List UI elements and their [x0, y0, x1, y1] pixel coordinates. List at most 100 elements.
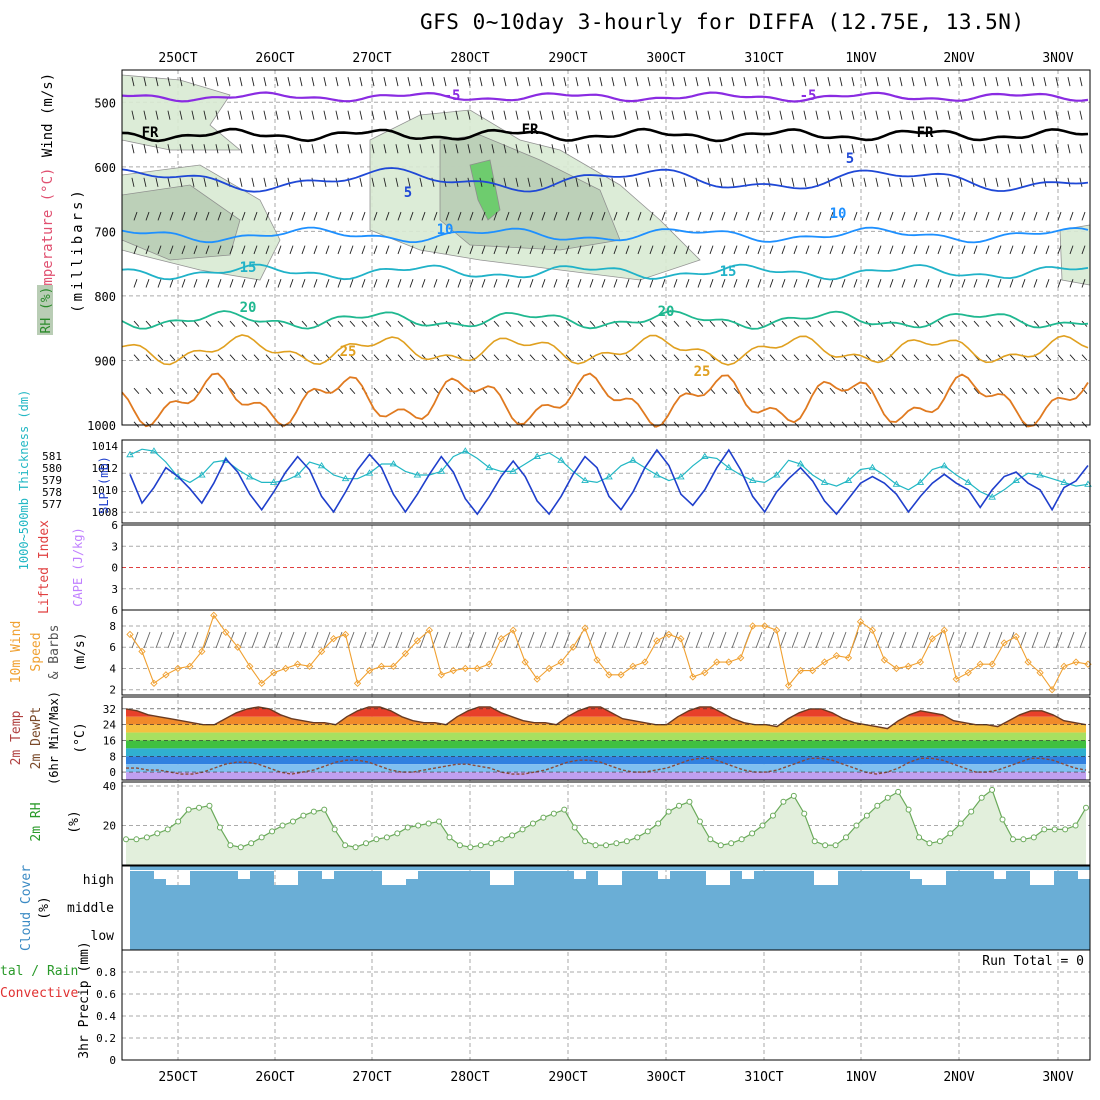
wind-barb — [491, 77, 495, 87]
rh-point — [175, 818, 182, 825]
wind-barb — [733, 387, 740, 395]
wind-speed-point — [737, 654, 745, 662]
wind-barb — [455, 110, 459, 120]
wind-barb — [325, 211, 330, 221]
ylabel-total-rain: tal / Rain — [0, 964, 78, 979]
wind-barb — [361, 354, 368, 361]
wind-barb — [527, 144, 531, 154]
wind-barb — [949, 279, 954, 288]
cloud-high-bar — [190, 871, 202, 891]
wind-speed-point — [557, 658, 565, 666]
rh-point — [686, 798, 693, 805]
date-label-top: 26OCT — [255, 51, 294, 66]
wind-barb — [721, 211, 726, 221]
wind-barb — [757, 211, 762, 221]
wind-barb — [203, 77, 207, 87]
wind-barb — [145, 245, 150, 255]
wind-barb — [277, 320, 284, 327]
wind-speed-point — [784, 681, 793, 690]
wind-barb — [851, 144, 855, 154]
wind-barb — [709, 211, 714, 221]
wind-barb — [167, 177, 171, 187]
wind-barb — [935, 110, 939, 120]
wind-barb — [887, 110, 891, 120]
temp-color-band — [126, 764, 1086, 773]
wind-speed-point — [749, 622, 757, 630]
wind-barb — [229, 354, 236, 361]
wind-barb — [625, 354, 632, 361]
wind-barb — [407, 144, 411, 154]
wind-barb — [179, 77, 183, 87]
wind-barb — [515, 144, 519, 154]
temp-tick-label: 24 — [103, 719, 117, 732]
wind-barb — [853, 320, 860, 327]
wind-barb — [949, 245, 954, 255]
wind-barb — [647, 77, 651, 87]
wind-barb — [217, 279, 222, 288]
wind-barb — [959, 110, 963, 120]
wind-barb — [275, 77, 279, 87]
wind-barb — [227, 77, 231, 87]
wind-barb — [443, 110, 447, 120]
contour-label: 25 — [694, 364, 711, 380]
wind-barb — [887, 77, 891, 87]
wind-barb — [553, 320, 560, 327]
rh-point — [352, 844, 359, 851]
wind-speed-point — [545, 664, 553, 673]
panel-frame — [121, 949, 1091, 1061]
rh-point — [269, 828, 276, 835]
wind-barb — [925, 387, 932, 395]
wind10m-barb — [959, 631, 967, 649]
wind-speed-point — [988, 660, 996, 668]
wind-barb — [203, 177, 207, 187]
wind10m-label-group2: Speed — [29, 632, 44, 671]
wind-barb — [1069, 211, 1074, 221]
wind-speed-line — [129, 614, 1089, 691]
panel-frame — [121, 609, 1091, 696]
wind-barb — [829, 211, 834, 221]
wind-barb — [721, 354, 728, 361]
wind-barb — [829, 245, 834, 255]
wind-barb — [361, 320, 368, 327]
wind-barb — [733, 211, 738, 221]
thickness-point — [629, 456, 637, 463]
wind-barb — [503, 77, 507, 87]
wind-barb — [359, 144, 363, 154]
wind-barb — [143, 110, 147, 120]
wind-barb — [1009, 211, 1014, 221]
date-label-top: 2NOV — [943, 51, 974, 66]
panel-frames — [121, 69, 1091, 1061]
wind-barb — [517, 387, 524, 395]
wind-barb — [875, 144, 879, 154]
wind-barb — [205, 245, 210, 255]
wind-barb — [563, 177, 567, 187]
wind-barb — [659, 144, 663, 154]
cloud-high-bar — [250, 871, 262, 891]
wind-barb — [877, 279, 882, 288]
wind-barb — [1031, 110, 1035, 120]
rh-point — [989, 786, 996, 793]
wind10m-label-group4: (m/s) — [73, 632, 88, 671]
rh-point — [603, 842, 609, 849]
wind-barb — [853, 354, 860, 361]
wind-barb — [191, 177, 195, 187]
wind-barb — [193, 245, 198, 255]
wind-barb — [241, 320, 248, 327]
wind10m-barb — [803, 631, 811, 649]
wind-barb — [277, 387, 284, 395]
wind10m-barb — [239, 631, 247, 649]
wind-barb — [193, 320, 200, 327]
wind10m-barb — [1043, 631, 1051, 649]
wind-barb — [277, 279, 282, 288]
thickness-tick-label: 579 — [42, 474, 62, 487]
wind-speed-point — [617, 671, 625, 679]
contour-label: 20 — [240, 300, 257, 316]
rh-point — [874, 802, 881, 809]
wind-barb — [745, 320, 752, 327]
wind-barb — [649, 387, 656, 395]
wind-barb — [215, 110, 219, 120]
wind-barb — [733, 279, 738, 288]
cloud-panel: high middle low — [67, 866, 1090, 950]
wind-barb — [745, 245, 750, 255]
thickness-point — [126, 450, 134, 458]
